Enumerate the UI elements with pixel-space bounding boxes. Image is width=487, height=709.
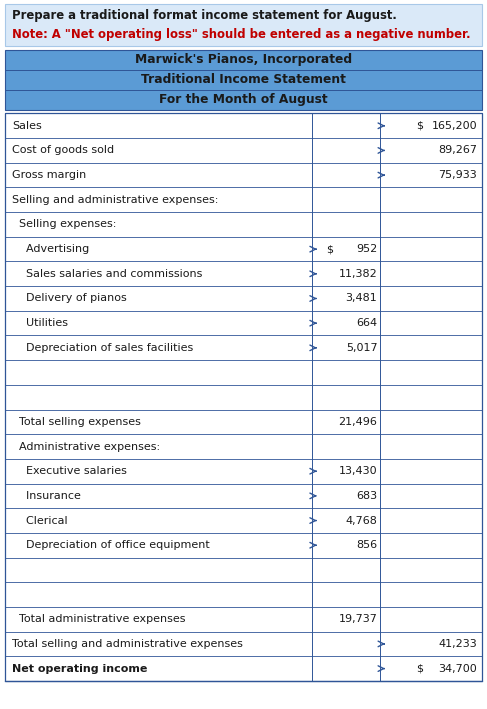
- Text: Selling expenses:: Selling expenses:: [12, 220, 116, 230]
- Text: Delivery of pianos: Delivery of pianos: [12, 294, 127, 303]
- Text: Note: A "Net operating loss" should be entered as a negative number.: Note: A "Net operating loss" should be e…: [12, 28, 470, 41]
- Text: Advertising: Advertising: [12, 244, 90, 254]
- Text: 13,430: 13,430: [339, 467, 377, 476]
- Text: Insurance: Insurance: [12, 491, 81, 501]
- Bar: [5, 50, 482, 110]
- Text: 11,382: 11,382: [338, 269, 377, 279]
- Text: 165,200: 165,200: [431, 121, 477, 130]
- Text: Executive salaries: Executive salaries: [12, 467, 127, 476]
- Text: 952: 952: [356, 244, 377, 254]
- Bar: [5, 4, 482, 46]
- Text: 683: 683: [356, 491, 377, 501]
- Text: Total selling expenses: Total selling expenses: [12, 417, 141, 427]
- Text: Total administrative expenses: Total administrative expenses: [12, 614, 186, 624]
- Text: 41,233: 41,233: [438, 639, 477, 649]
- Text: 75,933: 75,933: [438, 170, 477, 180]
- Text: Cost of goods sold: Cost of goods sold: [12, 145, 114, 155]
- Text: For the Month of August: For the Month of August: [159, 94, 328, 106]
- Text: Total selling and administrative expenses: Total selling and administrative expense…: [12, 639, 243, 649]
- Text: 5,017: 5,017: [346, 343, 377, 353]
- Bar: [5, 113, 482, 681]
- Text: Administrative expenses:: Administrative expenses:: [12, 442, 160, 452]
- Text: $: $: [416, 121, 423, 130]
- Text: 21,496: 21,496: [338, 417, 377, 427]
- Text: 89,267: 89,267: [438, 145, 477, 155]
- Text: 34,700: 34,700: [438, 664, 477, 674]
- Text: 3,481: 3,481: [346, 294, 377, 303]
- Text: Sales: Sales: [12, 121, 42, 130]
- Text: 664: 664: [356, 318, 377, 328]
- Text: 19,737: 19,737: [338, 614, 377, 624]
- Text: Clerical: Clerical: [12, 515, 68, 525]
- Text: Depreciation of sales facilities: Depreciation of sales facilities: [12, 343, 193, 353]
- Text: Selling and administrative expenses:: Selling and administrative expenses:: [12, 195, 219, 205]
- Text: $: $: [326, 244, 333, 254]
- Text: Traditional Income Statement: Traditional Income Statement: [141, 73, 346, 86]
- Text: Utilities: Utilities: [12, 318, 68, 328]
- Text: Sales salaries and commissions: Sales salaries and commissions: [12, 269, 203, 279]
- Text: 856: 856: [356, 540, 377, 550]
- Text: Depreciation of office equipment: Depreciation of office equipment: [12, 540, 210, 550]
- Text: $: $: [416, 664, 423, 674]
- Text: Net operating income: Net operating income: [12, 664, 148, 674]
- Text: Marwick's Pianos, Incorporated: Marwick's Pianos, Incorporated: [135, 53, 352, 66]
- Text: 4,768: 4,768: [346, 515, 377, 525]
- Text: Gross margin: Gross margin: [12, 170, 86, 180]
- Text: Prepare a traditional format income statement for August.: Prepare a traditional format income stat…: [12, 9, 397, 21]
